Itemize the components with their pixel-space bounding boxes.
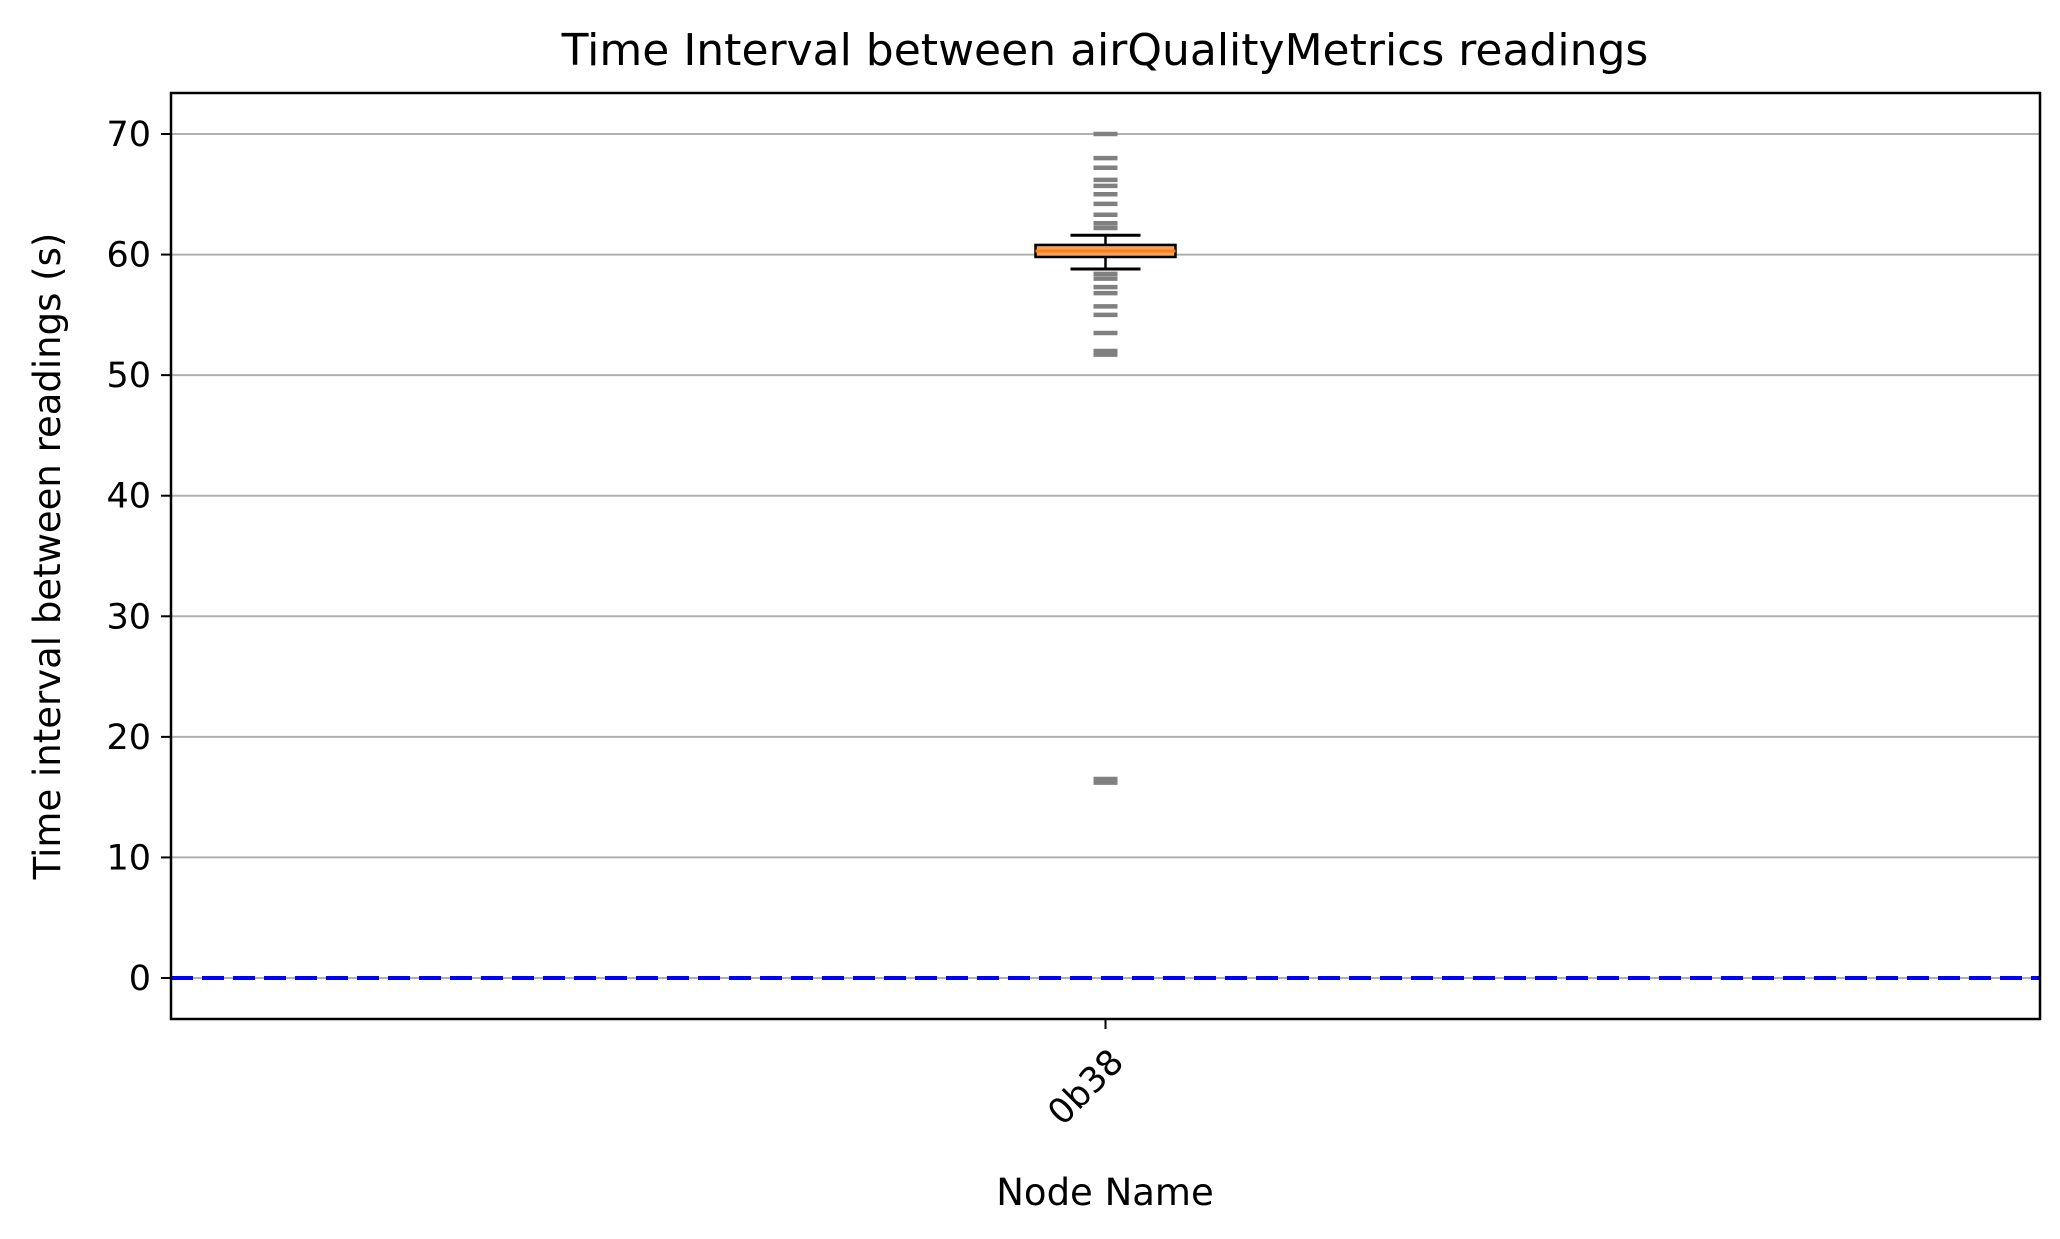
- y-tick-label-50: 50: [106, 356, 151, 396]
- chart-title: Time Interval between airQualityMetrics …: [561, 25, 1649, 76]
- y-tick-label-70: 70: [106, 115, 151, 155]
- y-tick-label-40: 40: [106, 477, 151, 517]
- x-axis-label: Node Name: [996, 1171, 1213, 1214]
- y-tick-label-10: 10: [106, 838, 151, 878]
- box-group: [1034, 131, 1177, 785]
- y-tick-label-60: 60: [106, 236, 151, 276]
- grid-lines: [171, 132, 2040, 980]
- y-axis-ticks: 0 10 20 30 40 50 60 70: [106, 115, 171, 999]
- y-tick-label-0: 0: [129, 959, 151, 999]
- y-tick-label-20: 20: [106, 718, 151, 758]
- y-axis-label: Time interval between readings (s): [26, 233, 69, 881]
- y-tick-label-30: 30: [106, 597, 151, 637]
